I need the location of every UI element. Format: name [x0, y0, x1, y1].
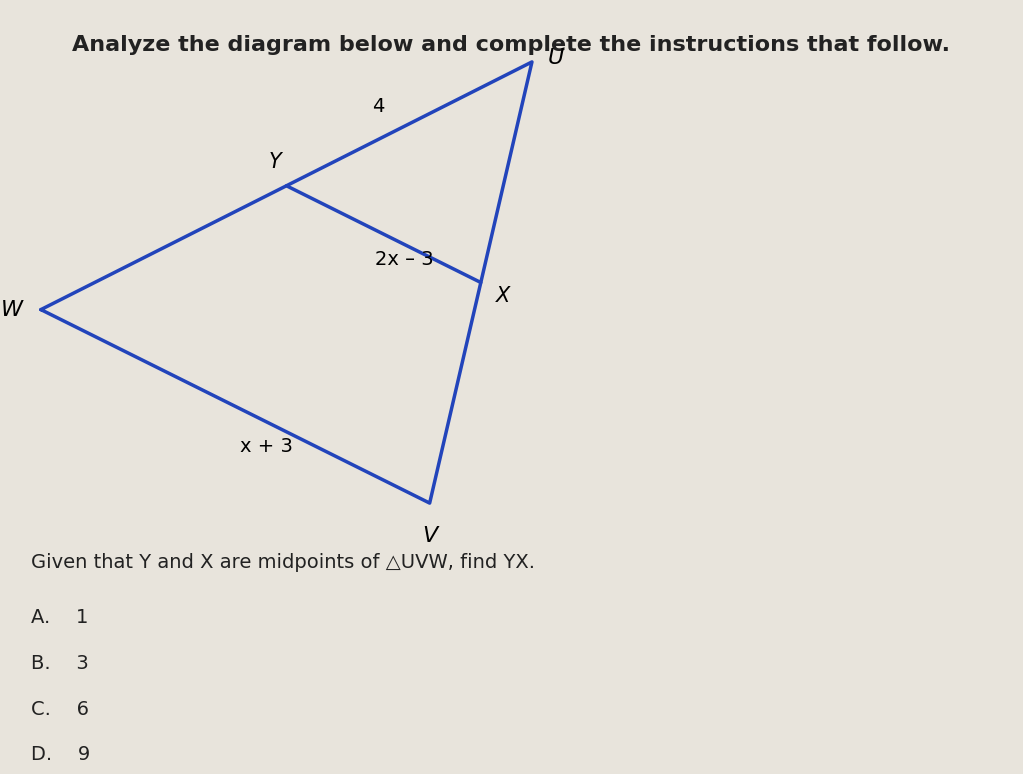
Text: A.  1: A. 1	[31, 608, 88, 627]
Text: C.  6: C. 6	[31, 700, 89, 720]
Text: 2x – 3: 2x – 3	[374, 249, 434, 269]
Text: Y: Y	[269, 152, 281, 172]
Text: V: V	[422, 526, 437, 546]
Text: B.  3: B. 3	[31, 654, 88, 673]
Text: W: W	[0, 300, 23, 320]
Text: Analyze the diagram below and complete the instructions that follow.: Analyze the diagram below and complete t…	[73, 35, 950, 55]
Text: Given that Y and X are midpoints of △UVW, find YX.: Given that Y and X are midpoints of △UVW…	[31, 553, 535, 573]
Text: D.  9: D. 9	[31, 745, 90, 764]
Text: x + 3: x + 3	[239, 437, 293, 457]
Text: 4: 4	[372, 97, 385, 116]
Text: U: U	[547, 48, 564, 68]
Text: X: X	[496, 286, 510, 307]
